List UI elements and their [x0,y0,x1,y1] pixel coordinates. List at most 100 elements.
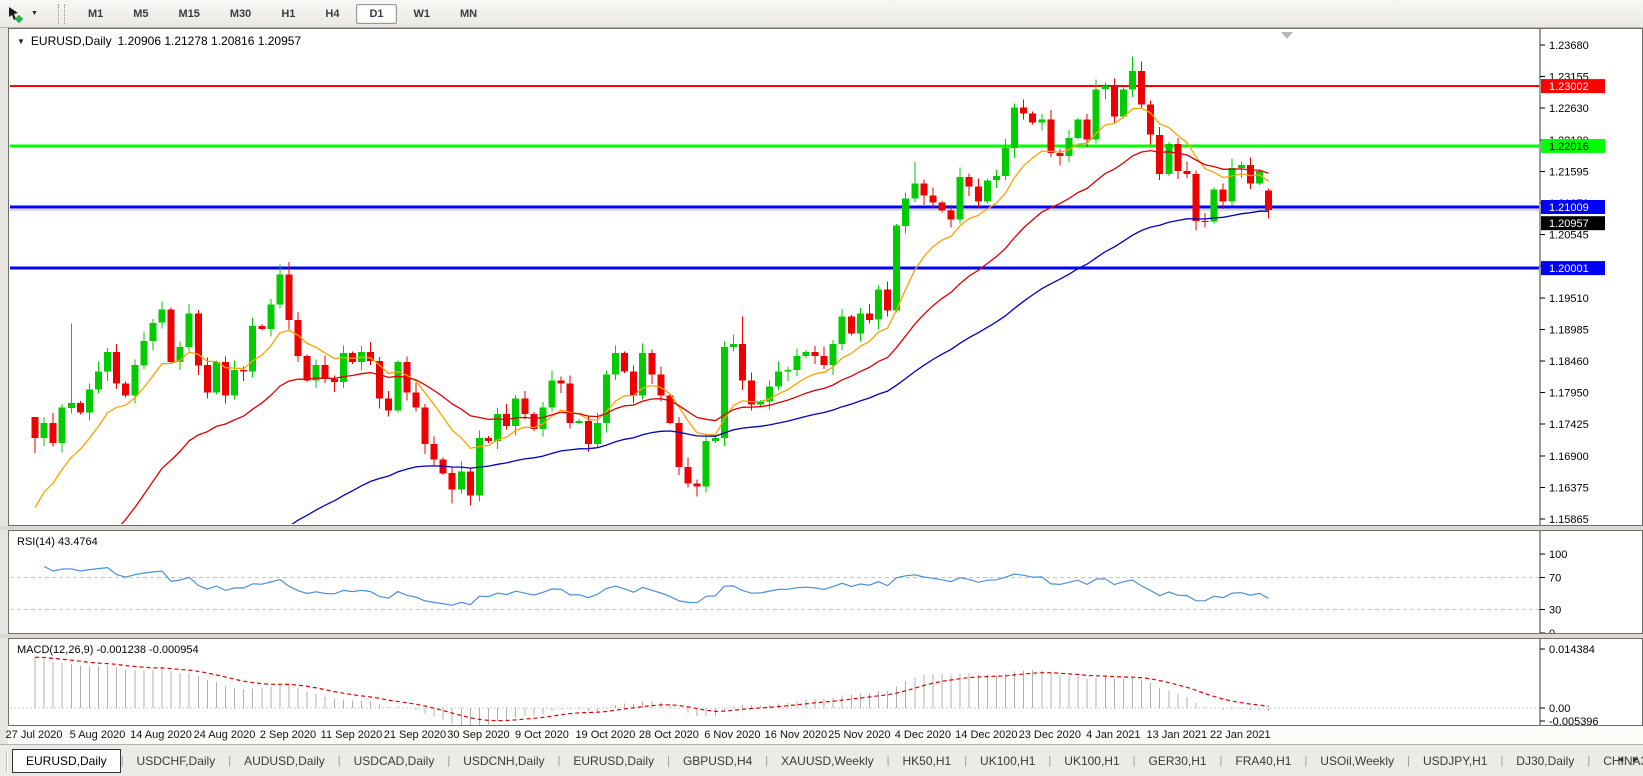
chart-tab-hk50-h1[interactable]: HK50,H1 [902,753,952,768]
time-axis-label: 14 Dec 2020 [955,729,1018,741]
chart-tab-usdcad-daily[interactable]: USDCAD,Daily [353,753,435,768]
time-axis-label: 16 Nov 2020 [764,729,828,741]
price-axis-tick: 1.21595 [1549,166,1589,178]
chart-tab-uk100-h1[interactable]: UK100,H1 [980,753,1036,768]
time-axis-label: 4 Jan 2021 [1086,729,1141,741]
time-axis-label: 21 Sep 2020 [383,729,447,741]
macd-signal-line [34,656,1269,722]
time-axis-label: 22 Jan 2021 [1210,729,1271,741]
chevron-down-icon[interactable]: ▼ [31,10,38,17]
timeframe-button-w1[interactable]: W1 [413,7,431,20]
tab-separator: | [1048,754,1052,767]
macd-axis-tick: 0.014384 [1549,644,1595,656]
main-chart-panel[interactable]: ▼ EURUSD,Daily 1.20906 1.21278 1.20816 1… [8,28,1643,526]
time-axis-label: 14 Aug 2020 [130,729,192,741]
tab-separator: | [765,754,769,767]
tab-separator: | [228,754,232,767]
timeframe-button-m1[interactable]: M1 [87,7,104,20]
timeframe-button-h1[interactable]: H1 [281,7,296,20]
tabbar-grip [6,749,8,772]
chart-tab-eurusd-daily[interactable]: EURUSD,Daily [573,753,655,768]
cursor-tool-button[interactable]: ▼ [0,0,44,27]
panel-splitter[interactable] [0,526,1643,530]
time-axis-label: 27 Jul 2020 [5,729,63,741]
chart-menu-triangle-icon[interactable]: ▼ [17,36,25,46]
timeframe-button-m15[interactable]: M15 [178,7,200,20]
macd-axis-tick: 0.00 [1549,703,1570,715]
cursor-arrows-icon [9,6,24,23]
price-line-label: 1.22016 [1549,141,1589,153]
chart-tab-china300-h1[interactable]: CHINA300,H1 [1603,753,1643,768]
price-axis-tick: 1.19510 [1549,293,1589,305]
chart-tab-xauusd-weekly[interactable]: XAUUSD,Weekly [781,753,874,768]
price-axis-tick: 1.16375 [1549,482,1589,494]
tab-separator: | [557,754,561,767]
time-axis-label: 23 Dec 2020 [1018,729,1082,741]
time-axis-label: 19 Oct 2020 [575,729,636,741]
timeframe-button-h4[interactable]: H4 [325,7,340,20]
time-axis-label: 13 Jan 2021 [1146,729,1208,741]
time-axis-label: 30 Sep 2020 [447,729,510,741]
moving-average-medium [120,149,1269,524]
tab-separator: | [120,754,124,767]
tab-separator: | [1587,754,1591,767]
chart-tab-fra40-h1[interactable]: FRA40,H1 [1235,753,1292,768]
time-axis-label: 6 Nov 2020 [704,729,761,741]
price-axis-tick: 1.18985 [1549,324,1589,336]
rsi-axis-tick: 30 [1549,604,1561,616]
chart-tab-dj30-daily[interactable]: DJ30,Daily [1516,753,1575,768]
timeframe-button-mn[interactable]: MN [460,7,478,20]
time-axis-label: 28 Oct 2020 [638,729,699,741]
chart-symbol-label: EURUSD,Daily [30,34,112,48]
price-axis-tick: 1.23680 [1549,40,1589,52]
price-axis-tick: 1.22630 [1549,103,1589,115]
timeframe-buttons: M1 M5 M15 M30 H1 H4 D1 W1 MN [73,3,492,24]
chart-tab-audusd-daily[interactable]: AUDUSD,Daily [244,753,325,768]
rsi-plot[interactable]: 100 70 30 0 [9,531,1643,633]
rsi-axis-tick: 70 [1549,573,1561,585]
tab-separator: | [886,754,890,767]
timeframe-button-d1[interactable]: D1 [356,3,397,24]
chart-title: ▼ EURUSD,Daily 1.20906 1.21278 1.20816 1… [17,34,301,48]
rsi-axis-tick: 100 [1549,549,1567,561]
tab-separator: | [1304,754,1308,767]
rsi-label: RSI(14) 43.4764 [17,536,98,548]
macd-axis-tick: -0.005396 [1549,716,1599,725]
tab-scroll-right-icon[interactable]: ► [1631,754,1640,764]
chart-tab-gbpusd-h4[interactable]: GBPUSD,H4 [682,753,753,768]
chart-tabs: EURUSD,Daily | USDCHF,Daily | AUDUSD,Daily | U… [12,748,1643,773]
chart-shift-marker-icon[interactable] [1281,32,1293,39]
chart-tab-usdjpy-h1[interactable]: USDJPY,H1 [1422,753,1488,768]
price-chart-plot[interactable]: 1.236801.231551.226301.221201.215951.210… [9,29,1643,525]
tab-scroll-left-icon[interactable]: ◄ [1616,754,1626,764]
price-axis-tick: 1.18460 [1549,356,1589,368]
price-line-label: 1.23002 [1549,81,1589,93]
chart-tab-ger30-h1[interactable]: GER30,H1 [1148,753,1207,768]
timeframe-button-m30[interactable]: M30 [229,7,252,20]
toolbar-grip[interactable] [57,3,65,24]
price-axis-tick: 1.17425 [1549,419,1589,431]
tab-separator: | [667,754,670,767]
time-axis-label: 9 Oct 2020 [514,729,569,741]
chart-tab-usdcnh-daily[interactable]: USDCNH,Daily [463,753,545,768]
chart-tab-eurusd-daily[interactable]: EURUSD,Daily [12,748,121,773]
time-axis[interactable]: 27 Jul 2020 5 Aug 2020 14 Aug 2020 24 Aug 2… [5,726,1643,744]
panel-splitter[interactable] [0,634,1643,638]
moving-average-fast [34,107,1269,508]
rsi-indicator-panel[interactable]: RSI(14) 43.4764 100 70 30 0 [8,530,1643,634]
macd-plot[interactable]: 0.014384 0.00-0.005396 [9,639,1643,725]
chart-tab-bar: EURUSD,Daily | USDCHF,Daily | AUDUSD,Daily | U… [0,744,1643,776]
chart-tab-uk100-h1[interactable]: UK100,H1 [1064,753,1120,768]
macd-indicator-panel[interactable]: MACD(12,26,9) -0.001238 -0.000954 0.0143… [8,638,1643,726]
time-axis-label: 25 Nov 2020 [828,729,891,741]
tab-separator: | [1500,754,1504,767]
tab-separator: | [447,754,451,767]
price-axis-tick: 1.15865 [1549,514,1589,525]
macd-label: MACD(12,26,9) -0.001238 -0.000954 [17,644,199,656]
timeframe-button-m5[interactable]: M5 [133,7,149,20]
price-line-label: 1.20001 [1549,263,1589,275]
chart-tab-usoil-weekly[interactable]: USOil,Weekly [1320,753,1395,768]
price-axis-tick: 1.17950 [1549,388,1589,400]
chart-tab-usdchf-daily[interactable]: USDCHF,Daily [136,753,216,768]
